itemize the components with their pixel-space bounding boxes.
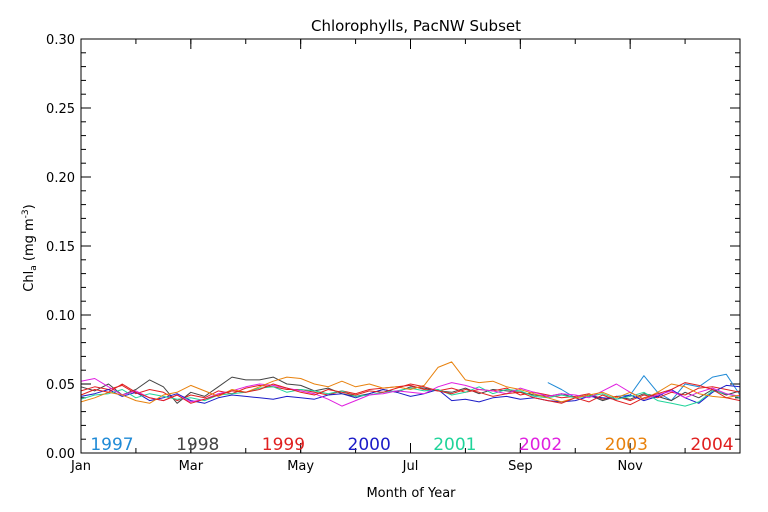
y-tick-label: 0.25 — [46, 102, 75, 117]
y-tick-label: 0.00 — [46, 447, 75, 462]
y-tick-label: 0.10 — [46, 309, 75, 324]
y-axis-label-close: ) — [22, 204, 37, 209]
x-tick-label: May — [287, 459, 314, 474]
x-axis-label: Month of Year — [366, 486, 456, 501]
legend-label-1999: 1999 — [262, 435, 305, 455]
x-tick-label: Sep — [508, 459, 533, 474]
legend-label-2002: 2002 — [519, 435, 562, 455]
series-line-2001 — [80, 386, 741, 407]
legend-label-2001: 2001 — [433, 435, 476, 455]
chart-title: Chlorophylls, PacNW Subset — [311, 17, 521, 35]
y-axis-label-exponent: -3 — [21, 209, 31, 218]
series-line-1998 — [80, 376, 741, 404]
legend-label-1998: 1998 — [176, 435, 219, 455]
x-tick-label: Jul — [402, 459, 419, 474]
series-line-1997 — [547, 373, 741, 402]
legend: 1997 1998 1999 2000 2001 2002 2003 2004 — [90, 435, 733, 455]
x-tick-label: Nov — [617, 459, 643, 474]
axis-ticks: 0.00 0.05 0.10 0.15 0.20 0.25 0.30 Jan Mar May Jul… — [46, 33, 741, 474]
x-tick-label: Jan — [70, 459, 91, 474]
series-line-2002 — [80, 378, 741, 407]
y-axis-label-subscript: a — [29, 265, 39, 271]
y-tick-label: 0.15 — [46, 240, 75, 255]
y-tick-label: 0.05 — [46, 378, 75, 393]
x-tick-label: Mar — [179, 459, 204, 474]
y-tick-label: 0.20 — [46, 171, 75, 186]
y-axis-label-main: Chl — [22, 271, 37, 292]
series-line-2004 — [80, 382, 741, 406]
legend-label-1997: 1997 — [90, 435, 133, 455]
y-axis-label: Chla (mg m-3) — [21, 204, 39, 291]
series-line-1999 — [80, 384, 741, 402]
y-tick-label: 0.30 — [46, 33, 75, 48]
y-axis-label-units: (mg m — [22, 218, 37, 261]
series-lines — [80, 361, 741, 407]
legend-label-2004: 2004 — [690, 435, 733, 455]
legend-label-2000: 2000 — [348, 435, 391, 455]
series-line-2003 — [80, 361, 741, 404]
plot-frame — [80, 38, 741, 454]
svg-text:Chla (mg m-3): Chla (mg m-3) — [21, 204, 39, 291]
legend-label-2003: 2003 — [605, 435, 648, 455]
series-line-2000 — [80, 384, 741, 404]
